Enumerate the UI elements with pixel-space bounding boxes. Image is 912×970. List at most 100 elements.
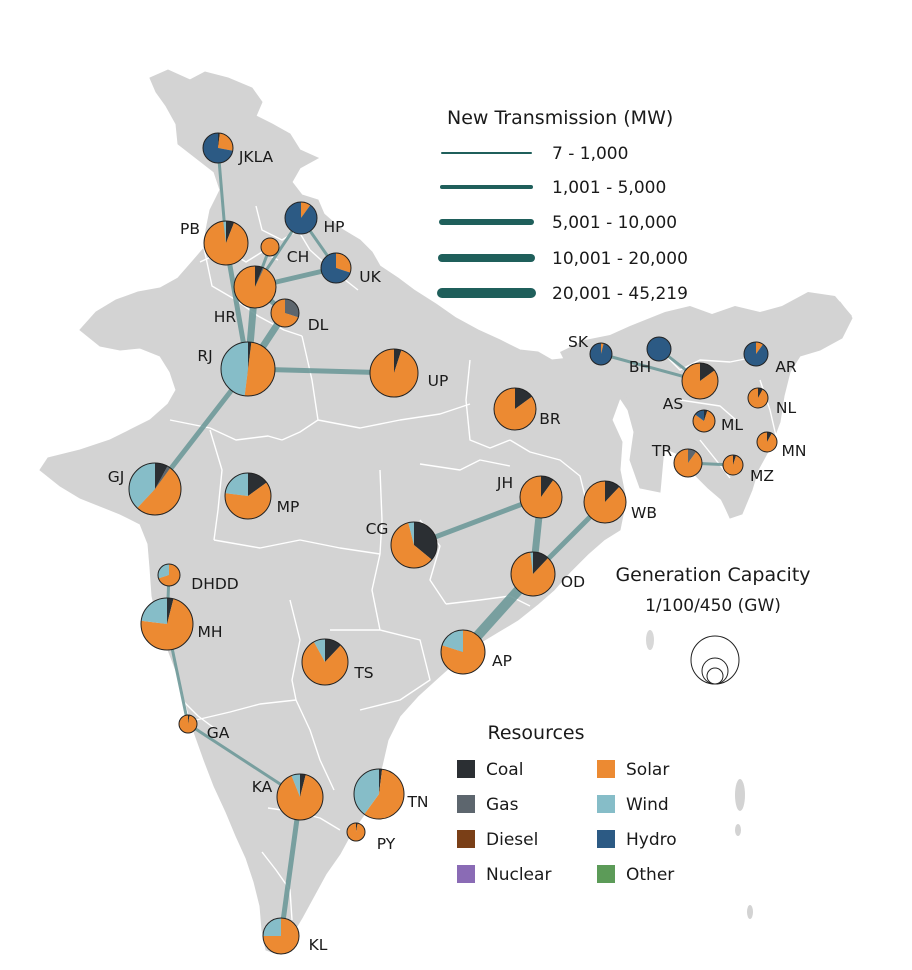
- pie-slice-dhdd-solar: [158, 564, 181, 587]
- pie-outline-sk: [589, 342, 613, 366]
- pie-slice-bh-hydro: [647, 337, 671, 361]
- pie-outline-ml: [692, 409, 716, 433]
- region-label-tn: TN: [406, 793, 428, 811]
- island-a: [735, 779, 745, 811]
- region-label-cg: CG: [366, 520, 389, 538]
- region-label-py: PY: [377, 835, 396, 853]
- pie-outline-dl: [270, 298, 300, 328]
- pie-slice-ka-solar: [277, 774, 323, 821]
- pie-slice-cg-wind: [408, 522, 414, 545]
- pie-slice-mh-solar: [141, 598, 194, 651]
- pie-outline-py: [346, 822, 366, 842]
- pie-slice-gj-coal: [155, 463, 168, 489]
- region-label-mn: MN: [782, 442, 807, 460]
- pie-dhdd: [157, 563, 181, 587]
- transmission-legend-label-5: 20,001 - 45,219: [552, 284, 688, 304]
- pie-slice-as-solar: [681, 363, 718, 399]
- pie-slice-as-coal: [700, 363, 715, 381]
- pie-slice-gj-wind: [129, 463, 155, 508]
- northeast-landmass: [560, 292, 852, 514]
- pie-slice-kl-wind: [263, 918, 281, 936]
- pie-mz: [722, 454, 744, 476]
- border-karnataka-ap: [295, 699, 335, 791]
- pie-uk: [320, 252, 352, 284]
- pie-mh: [140, 597, 194, 651]
- border-up-south: [317, 403, 471, 429]
- region-label-mz: MZ: [750, 467, 774, 485]
- pie-rj: [220, 341, 276, 397]
- pie-cg: [390, 521, 438, 569]
- border-maharashtra-telangana: [289, 599, 301, 701]
- region-label-br: BR: [539, 410, 561, 428]
- pie-slice-mp-wind: [225, 473, 248, 496]
- pie-slice-tn-solar: [364, 769, 405, 819]
- pie-slice-sk-solar: [601, 343, 604, 354]
- pie-od: [510, 551, 556, 597]
- pie-slice-uk-hydro: [321, 253, 351, 283]
- pie-slice-jh-solar: [520, 476, 562, 519]
- pie-jh: [519, 475, 563, 519]
- pie-outline-ga: [178, 714, 198, 734]
- pie-tr: [673, 448, 703, 478]
- pie-ga: [178, 714, 198, 734]
- pie-as: [681, 362, 719, 400]
- pie-outline-gj: [128, 462, 182, 516]
- border-mp-chhattisgarh: [371, 469, 383, 631]
- pie-slice-od-coal: [533, 552, 549, 574]
- pie-slice-ar-hydro: [743, 342, 768, 366]
- pie-outline-bh: [646, 336, 672, 362]
- border-jharkhand-wb: [509, 439, 587, 501]
- region-label-sk: SK: [568, 333, 589, 351]
- pie-slice-br-coal: [515, 388, 532, 409]
- resource-swatch-wind: [597, 795, 615, 813]
- pie-slice-pb-coal: [226, 221, 235, 243]
- border-telangana-ap: [330, 629, 431, 711]
- island-d: [646, 630, 654, 650]
- pie-outline-ch: [260, 237, 280, 257]
- region-label-bh: BH: [629, 358, 651, 376]
- resource-swatch-other: [597, 865, 615, 883]
- pie-up: [369, 348, 419, 398]
- pie-slice-dl-solar: [271, 299, 299, 327]
- resource-swatch-coal: [457, 760, 475, 778]
- pie-outline-mz: [722, 454, 744, 476]
- pie-slice-tn-wind: [354, 769, 379, 815]
- resource-swatch-solar: [597, 760, 615, 778]
- pie-hr: [233, 265, 277, 309]
- generation-legend-circle-1: [706, 667, 724, 685]
- pie-nl: [747, 387, 769, 409]
- pie-outline-ap: [440, 629, 486, 675]
- pie-slice-mp-solar: [225, 482, 271, 519]
- border-haryana-rajasthan: [203, 247, 303, 337]
- resource-label-other: Other: [626, 865, 674, 885]
- pie-slice-rj-coal: [248, 342, 252, 369]
- pie-outline-ts: [301, 638, 349, 686]
- border-gujarat-mp: [209, 429, 223, 541]
- border-meghalaya: [679, 399, 737, 421]
- region-label-nl: NL: [776, 399, 797, 417]
- resource-swatch-nuclear: [457, 865, 475, 883]
- pie-sk: [589, 342, 613, 366]
- pie-slice-ts-coal: [325, 639, 341, 662]
- resource-label-coal: Coal: [486, 760, 523, 780]
- resource-swatch-diesel: [457, 830, 475, 848]
- region-label-ka: KA: [252, 778, 273, 796]
- pie-slice-dhdd-wind: [158, 564, 169, 579]
- pie-outline-mn: [756, 431, 778, 453]
- pie-outline-uk: [320, 252, 352, 284]
- region-label-kl: KL: [309, 936, 328, 954]
- generation-pies: [128, 132, 778, 955]
- region-label-up: UP: [428, 372, 449, 390]
- transmission-legend-label-2: 1,001 - 5,000: [552, 178, 666, 198]
- pie-hp: [284, 201, 318, 235]
- pie-slice-mn-coal: [767, 432, 772, 442]
- pie-slice-up-coal: [394, 349, 402, 373]
- region-label-od: OD: [561, 573, 585, 591]
- border-maharashtra-karnataka: [195, 699, 297, 721]
- pie-slice-tn-coal: [379, 769, 383, 794]
- region-label-tr: TR: [651, 442, 672, 460]
- pie-outline-mh: [140, 597, 194, 651]
- pie-slice-cg-solar: [391, 522, 432, 569]
- pie-ar: [743, 341, 769, 367]
- pie-slice-dl-gas: [285, 299, 299, 318]
